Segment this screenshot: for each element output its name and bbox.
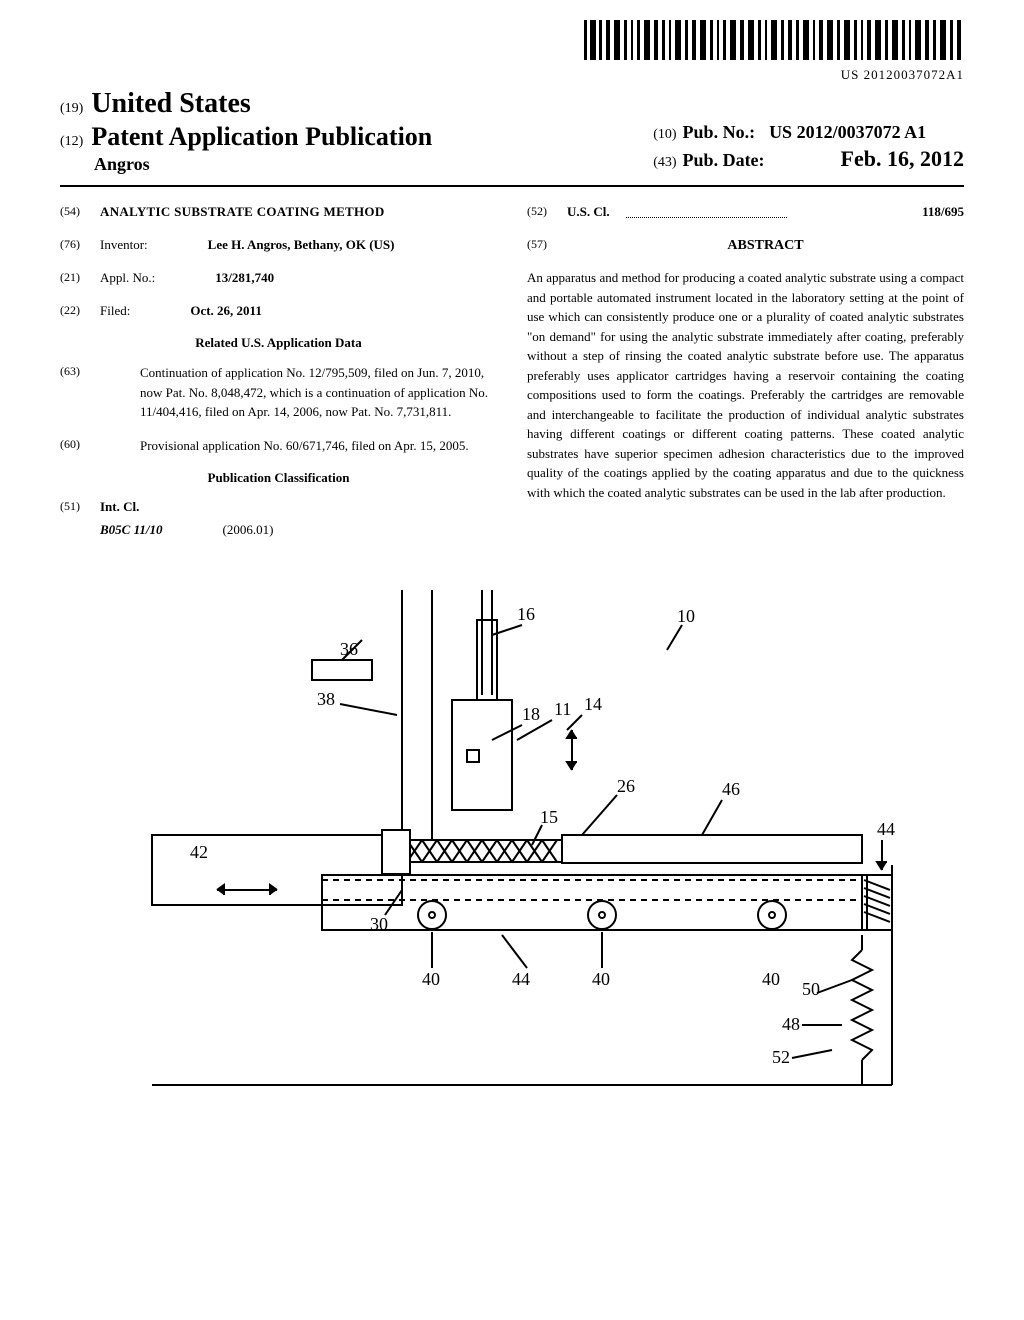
fig-label-26: 26 [617, 776, 635, 796]
pub-no-value: US 2012/0037072 A1 [769, 122, 926, 143]
fig-label-11: 11 [554, 699, 571, 719]
filed-label: Filed: [100, 302, 130, 321]
dotted-leader [626, 203, 787, 218]
provisional-text: Provisional application No. 60/671,746, … [140, 436, 469, 456]
prefix-19: (19) [60, 101, 83, 117]
continuation-num: (63) [60, 363, 90, 422]
prefix-43: (43) [653, 155, 676, 171]
fig-label-52: 52 [772, 1047, 790, 1067]
fig-label-15: 15 [540, 807, 558, 827]
inventor-value: Lee H. Angros, Bethany, OK (US) [208, 236, 395, 255]
pub-classification-title: Publication Classification [60, 469, 497, 488]
fig-label-30: 30 [370, 914, 388, 934]
patent-title: ANALYTIC SUBSTRATE COATING METHOD [100, 203, 385, 222]
appl-num-prefix: (21) [60, 269, 90, 288]
fig-label-16: 16 [517, 604, 535, 624]
abstract-num: (57) [527, 236, 557, 264]
inventor-label: Inventor: [100, 236, 148, 255]
header-divider [60, 185, 964, 187]
fig-label-44r: 44 [877, 819, 895, 839]
intcl-label: Int. Cl. [100, 498, 139, 517]
fig-label-44: 44 [512, 969, 530, 989]
fig-label-14: 14 [584, 694, 602, 714]
abstract-text: An apparatus and method for producing a … [527, 268, 964, 502]
figure-svg: 16 10 36 18 11 14 38 26 46 15 42 44 30 4… [122, 580, 902, 1090]
inventor-num: (76) [60, 236, 90, 255]
fig-label-36: 36 [340, 639, 358, 659]
prefix-10: (10) [653, 127, 676, 143]
author-surname: Angros [94, 154, 432, 175]
fig-label-40c: 40 [762, 969, 780, 989]
fig-label-46: 46 [722, 779, 740, 799]
title-num: (54) [60, 203, 90, 222]
country: United States [91, 88, 250, 120]
intcl-year: (2006.01) [223, 521, 274, 540]
uscl-value: 118/695 [803, 203, 964, 222]
appl-label: Appl. No.: [100, 269, 155, 288]
appl-value: 13/281,740 [215, 269, 274, 288]
patent-figure: 16 10 36 18 11 14 38 26 46 15 42 44 30 4… [0, 580, 1024, 1095]
uscl-num: (52) [527, 203, 557, 222]
barcode [584, 20, 964, 60]
provisional-num: (60) [60, 436, 90, 456]
fig-label-38: 38 [317, 689, 335, 709]
continuation-text: Continuation of application No. 12/795,5… [140, 363, 497, 422]
publication-type: Patent Application Publication [91, 122, 432, 152]
fig-label-40b: 40 [592, 969, 610, 989]
fig-label-10: 10 [677, 606, 695, 626]
pub-date-value: Feb. 16, 2012 [841, 146, 964, 172]
fig-label-50: 50 [802, 979, 820, 999]
filed-value: Oct. 26, 2011 [190, 302, 262, 321]
abstract-title: ABSTRACT [567, 236, 964, 256]
uscl-label: U.S. Cl. [567, 203, 610, 222]
intcl-code: B05C 11/10 [100, 521, 163, 540]
fig-label-40a: 40 [422, 969, 440, 989]
barcode-number: US 20120037072A1 [0, 67, 964, 83]
prefix-12: (12) [60, 134, 83, 150]
intcl-num: (51) [60, 498, 90, 517]
pub-no-label: Pub. No.: [683, 122, 756, 143]
pub-date-label: Pub. Date: [683, 150, 765, 171]
fig-label-48: 48 [782, 1014, 800, 1034]
fig-label-42: 42 [190, 842, 208, 862]
filed-num: (22) [60, 302, 90, 321]
fig-label-18: 18 [522, 704, 540, 724]
related-data-title: Related U.S. Application Data [60, 334, 497, 353]
